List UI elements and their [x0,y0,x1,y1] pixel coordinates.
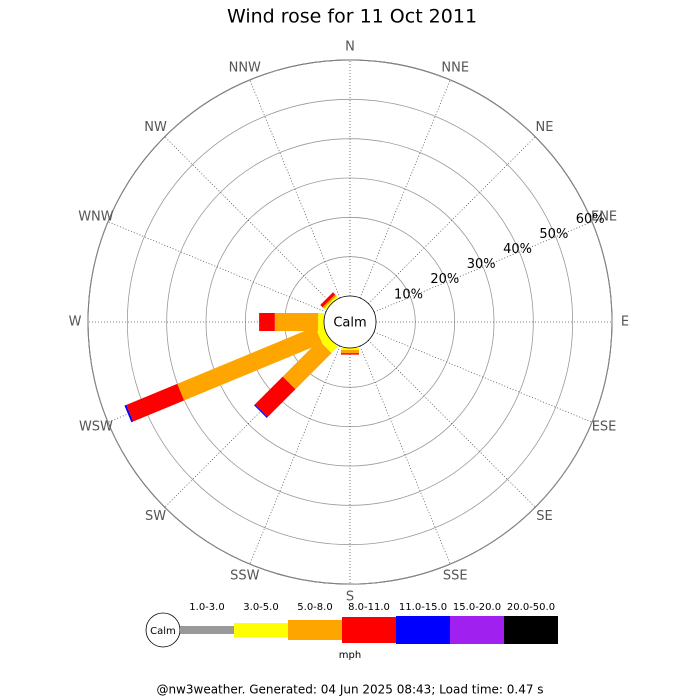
spoke [373,221,593,313]
bar-segment [126,383,185,422]
direction-label: WSW [79,420,113,435]
spoke [249,345,341,565]
legend-swatch [396,616,450,644]
bar-segment [124,404,134,423]
direction-label: ESE [592,420,617,435]
legend-label: 3.0-5.0 [243,602,278,613]
legend-label: 20.0-50.0 [507,602,555,613]
spoke [107,221,327,313]
legend-unit: mph [339,650,361,661]
bar-segment [341,353,359,355]
bar-segment [282,340,332,390]
ring [87,59,613,585]
bar-segment [274,313,319,331]
r-tick-label: 40% [503,242,532,257]
direction-label: N [345,40,355,55]
spoke [359,345,451,565]
r-tick-label: 60% [576,212,605,227]
bar-segment [318,313,324,331]
direction-label: NE [535,120,553,135]
direction-label: NNE [441,60,469,75]
spoke [373,331,593,423]
r-tick-label: 30% [467,257,496,272]
spoke [249,79,341,299]
footer: @nw3weather. Generated: 04 Jun 2025 08:4… [156,683,543,697]
direction-label: SE [536,509,552,524]
bar-segment [254,404,268,418]
calm-label: Calm [333,316,366,331]
legend-swatch [342,617,396,643]
bar-segment [341,348,359,350]
legend-label: 1.0-3.0 [189,602,224,613]
bar-segment [322,294,337,309]
spoke [359,79,451,299]
ring [126,98,574,546]
chart-title: Wind rose for 11 Oct 2011 [227,6,477,28]
direction-label: SW [145,509,166,524]
spoke [164,136,332,304]
legend-label: 11.0-15.0 [399,602,447,613]
direction-label: NW [144,120,167,135]
spoke [368,136,536,304]
bar-segment [323,295,338,310]
r-tick-label: 10% [394,287,423,302]
direction-label: SSE [443,569,468,584]
bar-segment [259,313,275,331]
bar-segment [341,349,359,354]
legend-swatch [504,616,558,644]
ring [166,138,534,506]
legend-label: 8.0-11.0 [348,602,390,613]
direction-label: S [346,590,354,605]
legend-label: 5.0-8.0 [297,602,332,613]
legend-swatch [180,626,234,634]
bar-segment [177,326,323,401]
legend-swatch [450,616,504,644]
direction-label: SSW [230,569,260,584]
direction-label: ENE [591,209,617,224]
legend-swatch [234,623,288,637]
direction-label: WNW [78,209,114,224]
direction-label: NNW [229,60,261,75]
bar-segment [320,292,336,308]
r-tick-label: 50% [539,227,568,242]
direction-label: E [621,315,629,330]
bar-segment [254,376,296,418]
legend-label: 15.0-20.0 [453,602,501,613]
legend-swatch [288,620,342,640]
legend-calm-label: Calm [150,626,176,637]
r-tick-label: 20% [430,272,459,287]
spoke [368,340,536,508]
direction-label: W [69,315,82,330]
calm-circle [323,295,377,349]
